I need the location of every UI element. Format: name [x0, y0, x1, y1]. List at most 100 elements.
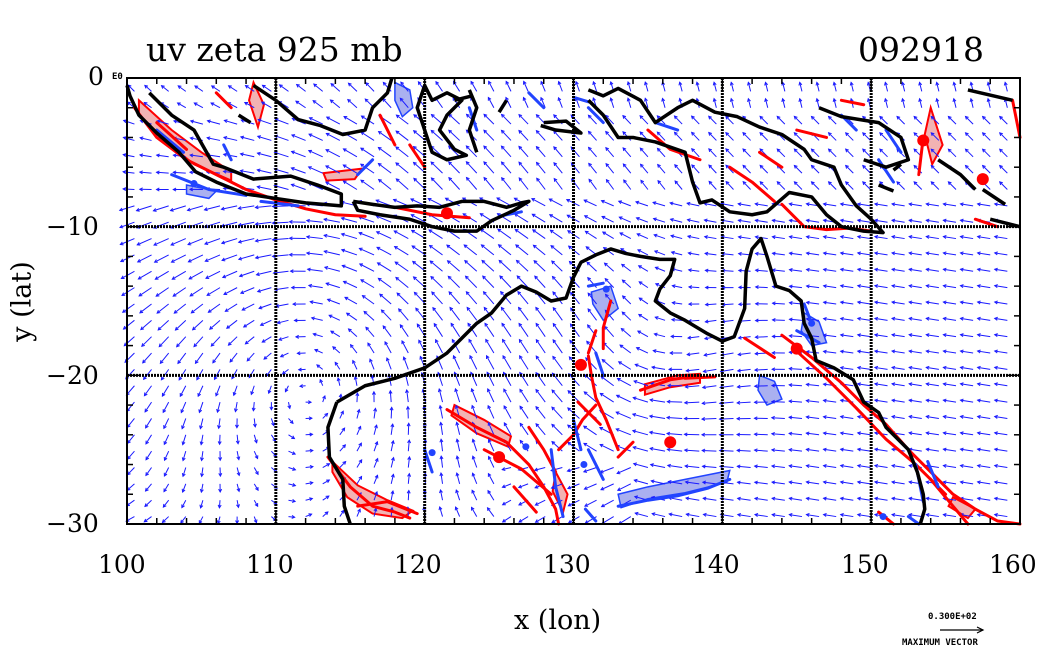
wind-vector — [805, 382, 820, 387]
wind-vector — [160, 85, 169, 92]
wind-vector — [307, 283, 323, 289]
wind-vector — [976, 463, 991, 469]
wind-vector — [138, 187, 152, 192]
wind-vector — [288, 450, 297, 455]
wind-vector — [712, 81, 717, 92]
wind-vector — [380, 309, 392, 321]
wind-vector — [609, 97, 615, 108]
wind-vector — [805, 235, 820, 240]
wind-vector — [652, 349, 666, 354]
wind-vector — [737, 352, 751, 357]
wind-vector — [175, 336, 187, 348]
coast-segment — [981, 188, 1007, 206]
wind-vector — [925, 398, 939, 403]
wind-vector — [805, 431, 820, 436]
wind-vector — [737, 202, 751, 207]
wind-vector — [998, 164, 1008, 174]
wind-vector — [753, 480, 768, 485]
wind-vector — [669, 217, 683, 223]
positive-vorticity-contour — [586, 329, 598, 355]
wind-vector — [138, 170, 152, 175]
wind-vector — [788, 383, 802, 388]
wind-vector — [891, 333, 905, 338]
coast-segment — [967, 88, 1013, 103]
wind-vector — [450, 322, 461, 337]
wind-vector — [305, 464, 314, 469]
wind-vector — [533, 467, 546, 472]
wind-vector — [856, 251, 871, 256]
wind-vector — [810, 148, 820, 158]
wind-vector — [455, 489, 461, 501]
wind-vector — [839, 415, 854, 419]
wind-vector — [375, 231, 392, 240]
wind-vector — [703, 218, 717, 223]
wind-vector — [805, 513, 820, 518]
wind-vector — [891, 251, 905, 256]
wind-vector — [856, 267, 871, 272]
wind-vector — [856, 513, 871, 518]
wind-vector — [599, 443, 614, 452]
wind-vector — [925, 333, 939, 338]
wind-vector — [162, 499, 170, 508]
wind-vector — [638, 281, 649, 289]
negative-vorticity-contour — [877, 158, 895, 184]
wind-vector — [942, 513, 957, 518]
wind-vector — [181, 499, 187, 509]
wind-vector — [725, 164, 734, 174]
wind-vector — [319, 378, 324, 386]
wind-vector — [1003, 81, 1008, 92]
wind-vector — [649, 398, 666, 403]
wind-vector — [908, 398, 922, 403]
wind-vector — [221, 270, 238, 279]
wind-vector — [535, 371, 546, 387]
wind-vector — [976, 316, 991, 321]
wind-vector — [342, 280, 358, 289]
wind-vector — [976, 202, 991, 207]
wind-vector — [651, 512, 666, 518]
wind-vector — [143, 385, 152, 397]
wind-vector — [306, 267, 323, 272]
wind-vector — [839, 447, 854, 452]
wind-vector — [322, 495, 330, 501]
wind-vector — [626, 97, 632, 108]
wind-vector — [549, 229, 563, 239]
wind-vector — [339, 444, 347, 452]
wind-vector — [199, 434, 204, 446]
wind-vector — [293, 318, 306, 323]
wind-vector — [770, 432, 785, 436]
negative-vorticity-blob — [808, 319, 816, 327]
wind-vector — [650, 479, 666, 485]
wind-vector — [993, 382, 1008, 387]
wind-vector — [238, 270, 255, 278]
wind-vector — [308, 117, 323, 125]
wind-vector — [788, 496, 803, 501]
wind-vector — [667, 383, 683, 388]
wind-vector — [535, 161, 546, 174]
wind-vector — [993, 447, 1008, 452]
wind-vector — [644, 97, 649, 108]
wind-vector — [253, 483, 259, 492]
wind-vector — [634, 200, 649, 207]
wind-vector — [515, 259, 529, 272]
wind-vector — [144, 84, 152, 92]
positive-vorticity-contour — [155, 121, 189, 151]
wind-vector — [908, 202, 922, 207]
wind-vector — [152, 205, 169, 212]
positive-vorticity-area — [923, 103, 944, 167]
wind-vector — [163, 434, 170, 446]
wind-vector — [942, 414, 957, 419]
wind-vector — [439, 455, 444, 468]
wind-vector — [908, 382, 922, 387]
wind-vector — [181, 418, 187, 430]
negative-vorticity-contour — [527, 91, 546, 110]
wind-vector — [465, 176, 478, 190]
wind-vector — [144, 401, 152, 413]
wind-vector — [747, 97, 752, 108]
wind-vector — [487, 472, 495, 485]
wind-vector — [482, 290, 495, 305]
wind-vector — [665, 415, 683, 420]
wind-vector — [401, 340, 409, 354]
negative-vorticity-contour — [586, 106, 605, 125]
wind-vector — [535, 388, 546, 403]
wind-vector — [446, 244, 460, 256]
